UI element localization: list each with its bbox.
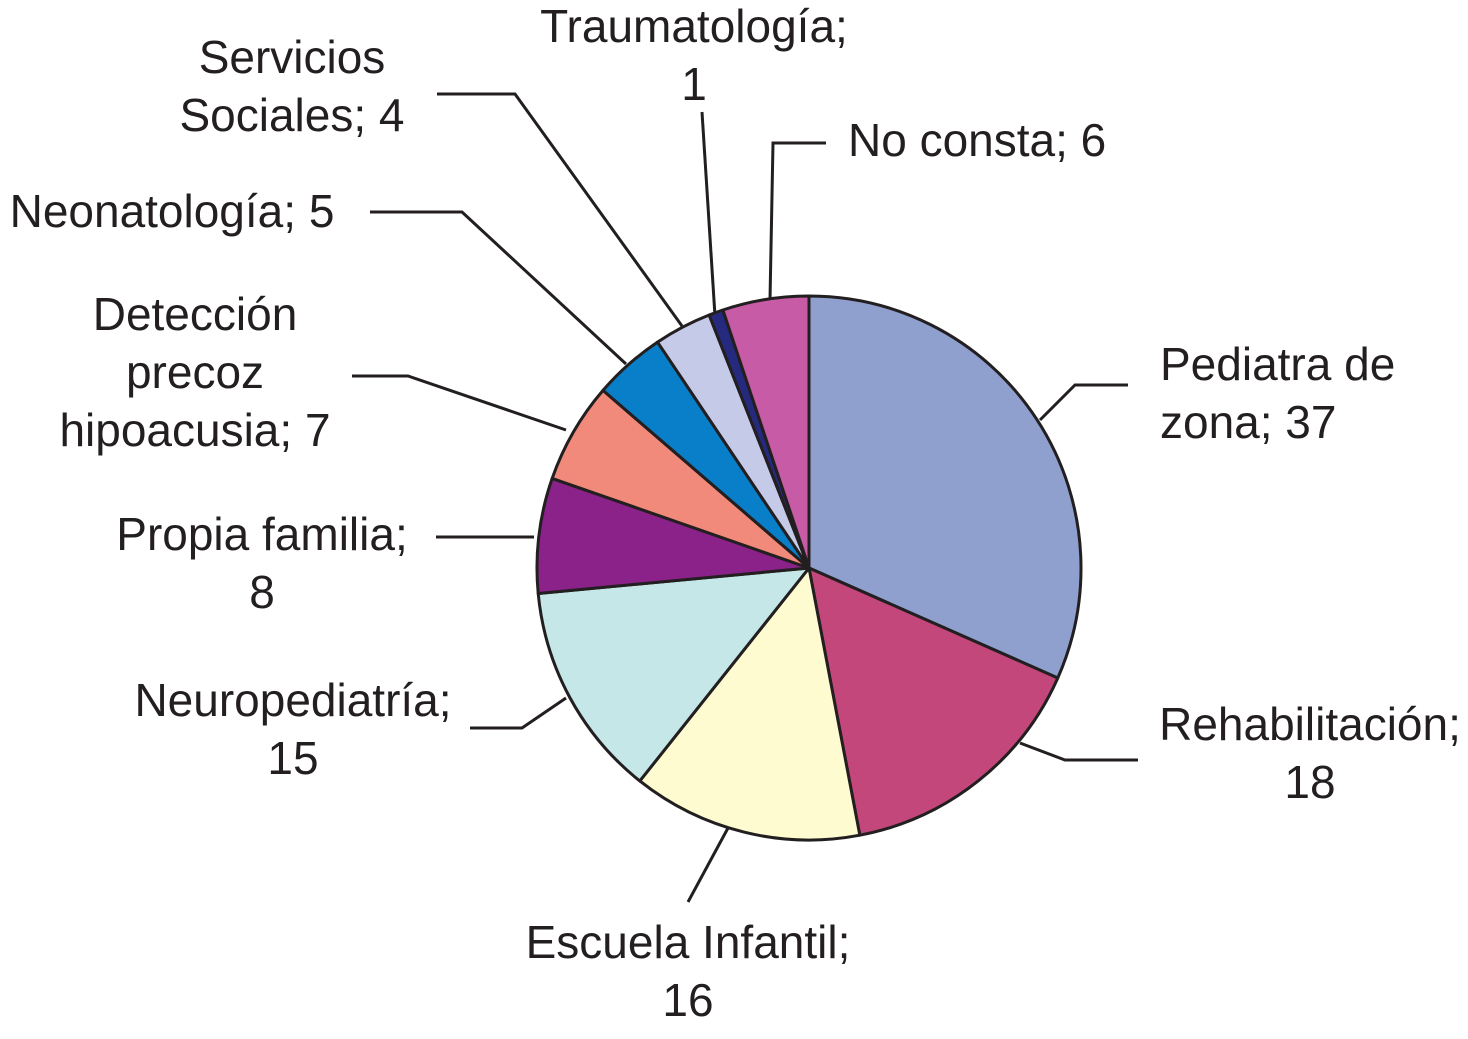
slice-label-line: 15 [267,732,318,784]
pie-slice-no-consta [721,294,811,570]
leader-line [768,141,826,301]
pie-slice-propia-familia [535,476,811,596]
slice-label-line: Traumatología; [540,0,848,52]
slice-label-line: Servicios [199,31,386,83]
slice-label-line: precoz [126,346,264,398]
pie-slice-rehabilitacion [807,566,1060,837]
slice-label-line: No consta; 6 [848,114,1106,166]
slice-label: Propia familia; 8 [116,508,407,618]
slice-label-line: Escuela Infantil; [526,916,851,968]
slice-label: Neuropediatría; 15 [134,674,451,784]
slice-label-line: Detección [93,288,298,340]
slice-label-line: Rehabilitación; [1159,698,1461,750]
slice-label-line: 1 [681,58,707,110]
pie-slice-escuela-infantil [638,566,862,842]
slice-label: Rehabilitación; 18 [1159,698,1461,808]
slice-label: Servicios Sociales; 4 [179,31,404,141]
slice-label: Detección precoz hipoacusia; 7 [59,288,330,456]
leader-line [352,374,567,432]
leader-line [470,696,567,730]
slice-label-line: Propia familia; [116,508,407,560]
slice-label: Neonatología; 5 [10,185,335,237]
slice-label: Pediatra de zona; 37 [1160,338,1395,448]
slice-label-line: Pediatra de [1160,338,1395,390]
slice-label-line: 16 [662,974,713,1026]
pie-slice-neuropediatria [536,566,811,783]
leader-line [700,111,717,317]
slice-label-line: 18 [1284,756,1335,808]
slice-label-line: Neonatología; 5 [10,185,335,237]
pie-slice-pediatra-de-zona [807,294,1083,680]
leader-lines [352,92,1138,903]
leader-line [437,92,684,327]
leader-line [1038,383,1128,422]
leader-line [370,210,628,366]
slice-label-line: 8 [249,566,275,618]
slice-label: No consta; 6 [848,114,1106,166]
slice-label: Escuela Infantil; 16 [526,916,851,1026]
slice-label-line: Sociales; 4 [179,89,404,141]
leader-line [686,827,730,903]
pie-slices [535,294,1083,842]
slice-label-line: zona; 37 [1160,396,1336,448]
slice-label: Traumatología; 1 [540,0,848,110]
leader-line [1019,741,1138,762]
slice-label-line: Neuropediatría; [134,674,451,726]
slice-label-line: hipoacusia; 7 [59,404,330,456]
